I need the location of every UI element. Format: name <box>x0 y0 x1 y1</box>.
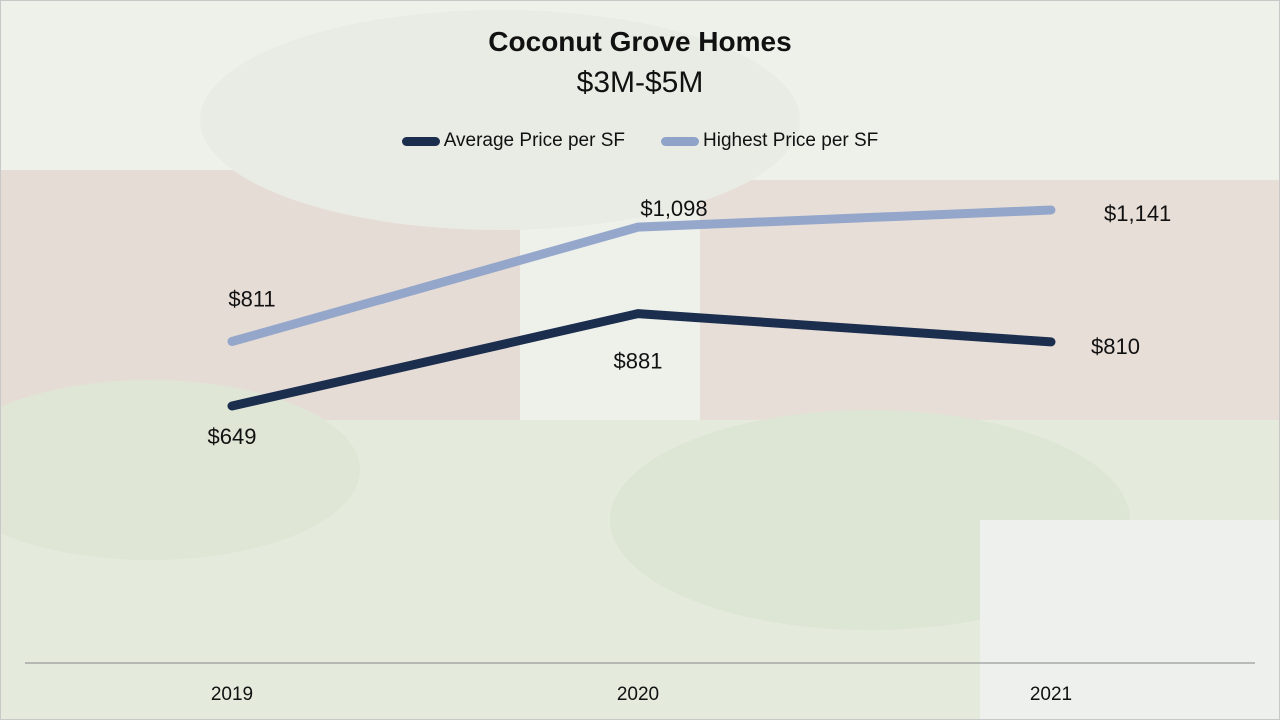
data-label-highest-2020: $1,098 <box>640 196 707 221</box>
data-point-average-2020 <box>637 312 639 315</box>
chart-subtitle: $3M-$5M <box>576 66 704 99</box>
x-tick-label-2020: 2020 <box>617 684 659 705</box>
data-label-highest-2019: $811 <box>228 286 275 311</box>
data-point-highest-2021 <box>1050 209 1052 211</box>
data-label-average-2019: $649 <box>208 424 257 449</box>
legend-swatch-highest <box>661 136 699 146</box>
series-line-highest <box>227 205 1056 346</box>
legend-swatch-average <box>401 136 440 146</box>
data-point-highest-2019 <box>231 340 233 343</box>
data-point-highest-2020 <box>637 226 639 229</box>
legend-label-highest: Highest Price per SF <box>703 130 879 151</box>
legend-item-average: Average Price per SF <box>401 130 625 152</box>
data-point-average-2021 <box>1050 340 1052 343</box>
data-label-average-2021: $810 <box>1091 334 1140 359</box>
data-point-average-2019 <box>231 405 233 407</box>
legend-item-highest: Highest Price per SF <box>661 130 878 152</box>
legend-label-average: Average Price per SF <box>443 130 625 151</box>
chart-title: Coconut Grove Homes <box>488 26 792 57</box>
x-tick-label-2019: 2019 <box>211 684 253 705</box>
legend: Average Price per SF Highest Price per S… <box>0 130 1280 152</box>
x-tick-label-2021: 2021 <box>1030 684 1072 705</box>
data-label-average-2020: $881 <box>614 349 663 374</box>
data-label-highest-2021: $1,141 <box>1104 201 1171 226</box>
